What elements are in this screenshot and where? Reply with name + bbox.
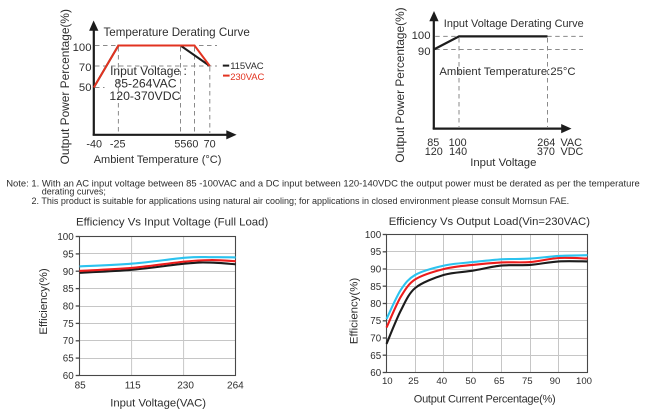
svg-text:90: 90 bbox=[418, 46, 431, 58]
svg-text:264: 264 bbox=[227, 381, 244, 392]
svg-text:50: 50 bbox=[79, 82, 92, 94]
svg-text:230VAC: 230VAC bbox=[230, 72, 264, 83]
svg-text:230: 230 bbox=[177, 381, 194, 392]
svg-text:85: 85 bbox=[370, 282, 381, 293]
svg-text:100: 100 bbox=[73, 42, 92, 54]
svg-text:10: 10 bbox=[382, 376, 393, 387]
svg-text:Efficiency(%): Efficiency(%) bbox=[349, 278, 361, 344]
svg-text:120: 120 bbox=[425, 146, 443, 158]
svg-text:Efficiency Vs Input Voltage (F: Efficiency Vs Input Voltage (Full Load) bbox=[76, 217, 268, 229]
svg-text:Output Current Percentage(%): Output Current Percentage(%) bbox=[414, 393, 556, 405]
svg-text:100: 100 bbox=[57, 232, 74, 243]
svg-text:Output Power Percentage(%): Output Power Percentage(%) bbox=[58, 9, 72, 164]
svg-text:70: 70 bbox=[204, 139, 216, 151]
svg-text:Temperature Derating Curve: Temperature Derating Curve bbox=[104, 26, 250, 39]
svg-text:VDC: VDC bbox=[561, 146, 584, 158]
svg-text:90: 90 bbox=[550, 376, 561, 387]
svg-text:75: 75 bbox=[370, 316, 381, 327]
svg-text:95: 95 bbox=[63, 249, 74, 260]
svg-text:Note: 1. With an AC input volt: Note: 1. With an AC input voltage betwee… bbox=[6, 179, 640, 190]
svg-text:100: 100 bbox=[576, 376, 592, 387]
svg-text:80: 80 bbox=[63, 302, 74, 313]
svg-text:95: 95 bbox=[370, 247, 381, 258]
svg-text:75: 75 bbox=[63, 319, 74, 330]
svg-text:65: 65 bbox=[63, 354, 74, 365]
svg-text:85: 85 bbox=[75, 381, 87, 392]
svg-text:120-370VDC: 120-370VDC bbox=[109, 89, 180, 103]
svg-text:60: 60 bbox=[370, 368, 381, 379]
svg-text:Output Power Percentage(%): Output Power Percentage(%) bbox=[393, 7, 407, 162]
svg-text:Input Voltage :: Input Voltage : bbox=[110, 64, 187, 78]
svg-text:60: 60 bbox=[186, 139, 198, 151]
svg-text:2. This product is suitable fo: 2. This product is suitable for applicat… bbox=[32, 196, 570, 206]
svg-text:60: 60 bbox=[63, 371, 74, 382]
svg-text:115VAC: 115VAC bbox=[230, 61, 264, 72]
svg-text:-40: -40 bbox=[86, 139, 102, 151]
svg-text:80: 80 bbox=[370, 299, 381, 310]
svg-text:Ambient Temperature (°C): Ambient Temperature (°C) bbox=[94, 154, 222, 166]
svg-text:140: 140 bbox=[449, 146, 467, 158]
svg-text:VAC: VAC bbox=[560, 137, 582, 149]
svg-text:85: 85 bbox=[427, 137, 439, 149]
svg-text:75: 75 bbox=[522, 376, 533, 387]
svg-text:90: 90 bbox=[370, 265, 381, 276]
svg-text:40: 40 bbox=[436, 376, 447, 387]
svg-text:100: 100 bbox=[365, 230, 382, 241]
svg-text:Ambient Temperature:25°C: Ambient Temperature:25°C bbox=[439, 66, 575, 78]
svg-text:55: 55 bbox=[174, 139, 186, 151]
svg-text:264: 264 bbox=[537, 137, 555, 149]
svg-text:Input Voltage Derating Curve: Input Voltage Derating Curve bbox=[444, 18, 584, 30]
svg-text:65: 65 bbox=[370, 351, 381, 362]
svg-text:370: 370 bbox=[537, 146, 555, 158]
svg-text:derating curves;: derating curves; bbox=[42, 187, 106, 197]
svg-text:115: 115 bbox=[125, 381, 141, 392]
svg-text:100: 100 bbox=[412, 30, 431, 42]
svg-text:70: 70 bbox=[370, 334, 381, 345]
svg-text:Input Voltage: Input Voltage bbox=[470, 157, 536, 169]
svg-text:90: 90 bbox=[63, 267, 74, 278]
svg-text:100: 100 bbox=[449, 137, 467, 149]
svg-text:85: 85 bbox=[63, 284, 74, 295]
svg-text:70: 70 bbox=[79, 62, 92, 74]
svg-text:-25: -25 bbox=[110, 139, 126, 151]
svg-text:70: 70 bbox=[63, 336, 74, 347]
svg-text:85-264VAC: 85-264VAC bbox=[115, 76, 177, 90]
svg-text:50: 50 bbox=[465, 376, 476, 387]
svg-text:Input Voltage(VAC): Input Voltage(VAC) bbox=[110, 397, 206, 409]
svg-text:25: 25 bbox=[408, 376, 419, 387]
svg-text:Efficiency(%): Efficiency(%) bbox=[38, 268, 50, 334]
svg-text:65: 65 bbox=[494, 376, 505, 387]
svg-text:Efficiency Vs Output Load(Vin=: Efficiency Vs Output Load(Vin=230VAC) bbox=[389, 216, 591, 228]
